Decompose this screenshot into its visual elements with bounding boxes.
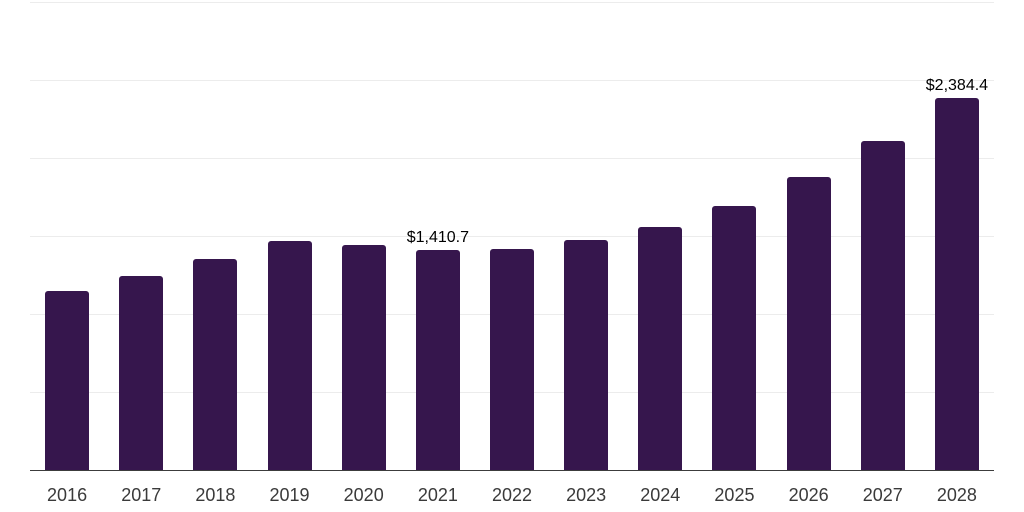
x-tick-2022: 2022	[491, 485, 533, 505]
bar-2019	[267, 240, 312, 470]
x-tick-2021: 2021	[417, 485, 458, 505]
bar-2026	[786, 176, 831, 470]
x-tick-2024: 2024	[640, 485, 681, 505]
x-tick-2017: 2017	[121, 485, 162, 505]
value-label-2021: $1,410.7	[406, 228, 469, 246]
x-tick-2023: 2023	[566, 485, 607, 505]
x-tick-2020: 2020	[343, 485, 384, 505]
bar-2016	[45, 290, 90, 470]
x-tick-2018: 2018	[195, 485, 236, 505]
gridline-2500	[30, 80, 994, 81]
x-tick-2016: 2016	[47, 485, 88, 505]
x-tick-2028: 2028	[936, 485, 977, 505]
x-tick-2027: 2027	[862, 485, 903, 505]
bar-2024	[638, 227, 683, 470]
gridline-1500	[30, 236, 994, 237]
bar-2020	[341, 245, 386, 470]
x-axis-line	[30, 469, 994, 471]
gridline-2000	[30, 158, 994, 159]
x-tick-2025: 2025	[714, 485, 755, 505]
x-tick-2026: 2026	[788, 485, 829, 505]
value-label-2028: $2,384.4	[925, 77, 989, 95]
gridline-3000	[30, 2, 994, 3]
bar-2023	[564, 240, 609, 470]
bar-2025	[712, 205, 757, 470]
bar-2022	[490, 249, 534, 470]
bar-2021	[415, 249, 460, 470]
bar-2027	[860, 140, 905, 470]
bar-2028	[934, 98, 979, 470]
bar-2018	[193, 259, 238, 470]
bar-2017	[119, 275, 164, 470]
x-tick-2019: 2019	[269, 485, 310, 505]
